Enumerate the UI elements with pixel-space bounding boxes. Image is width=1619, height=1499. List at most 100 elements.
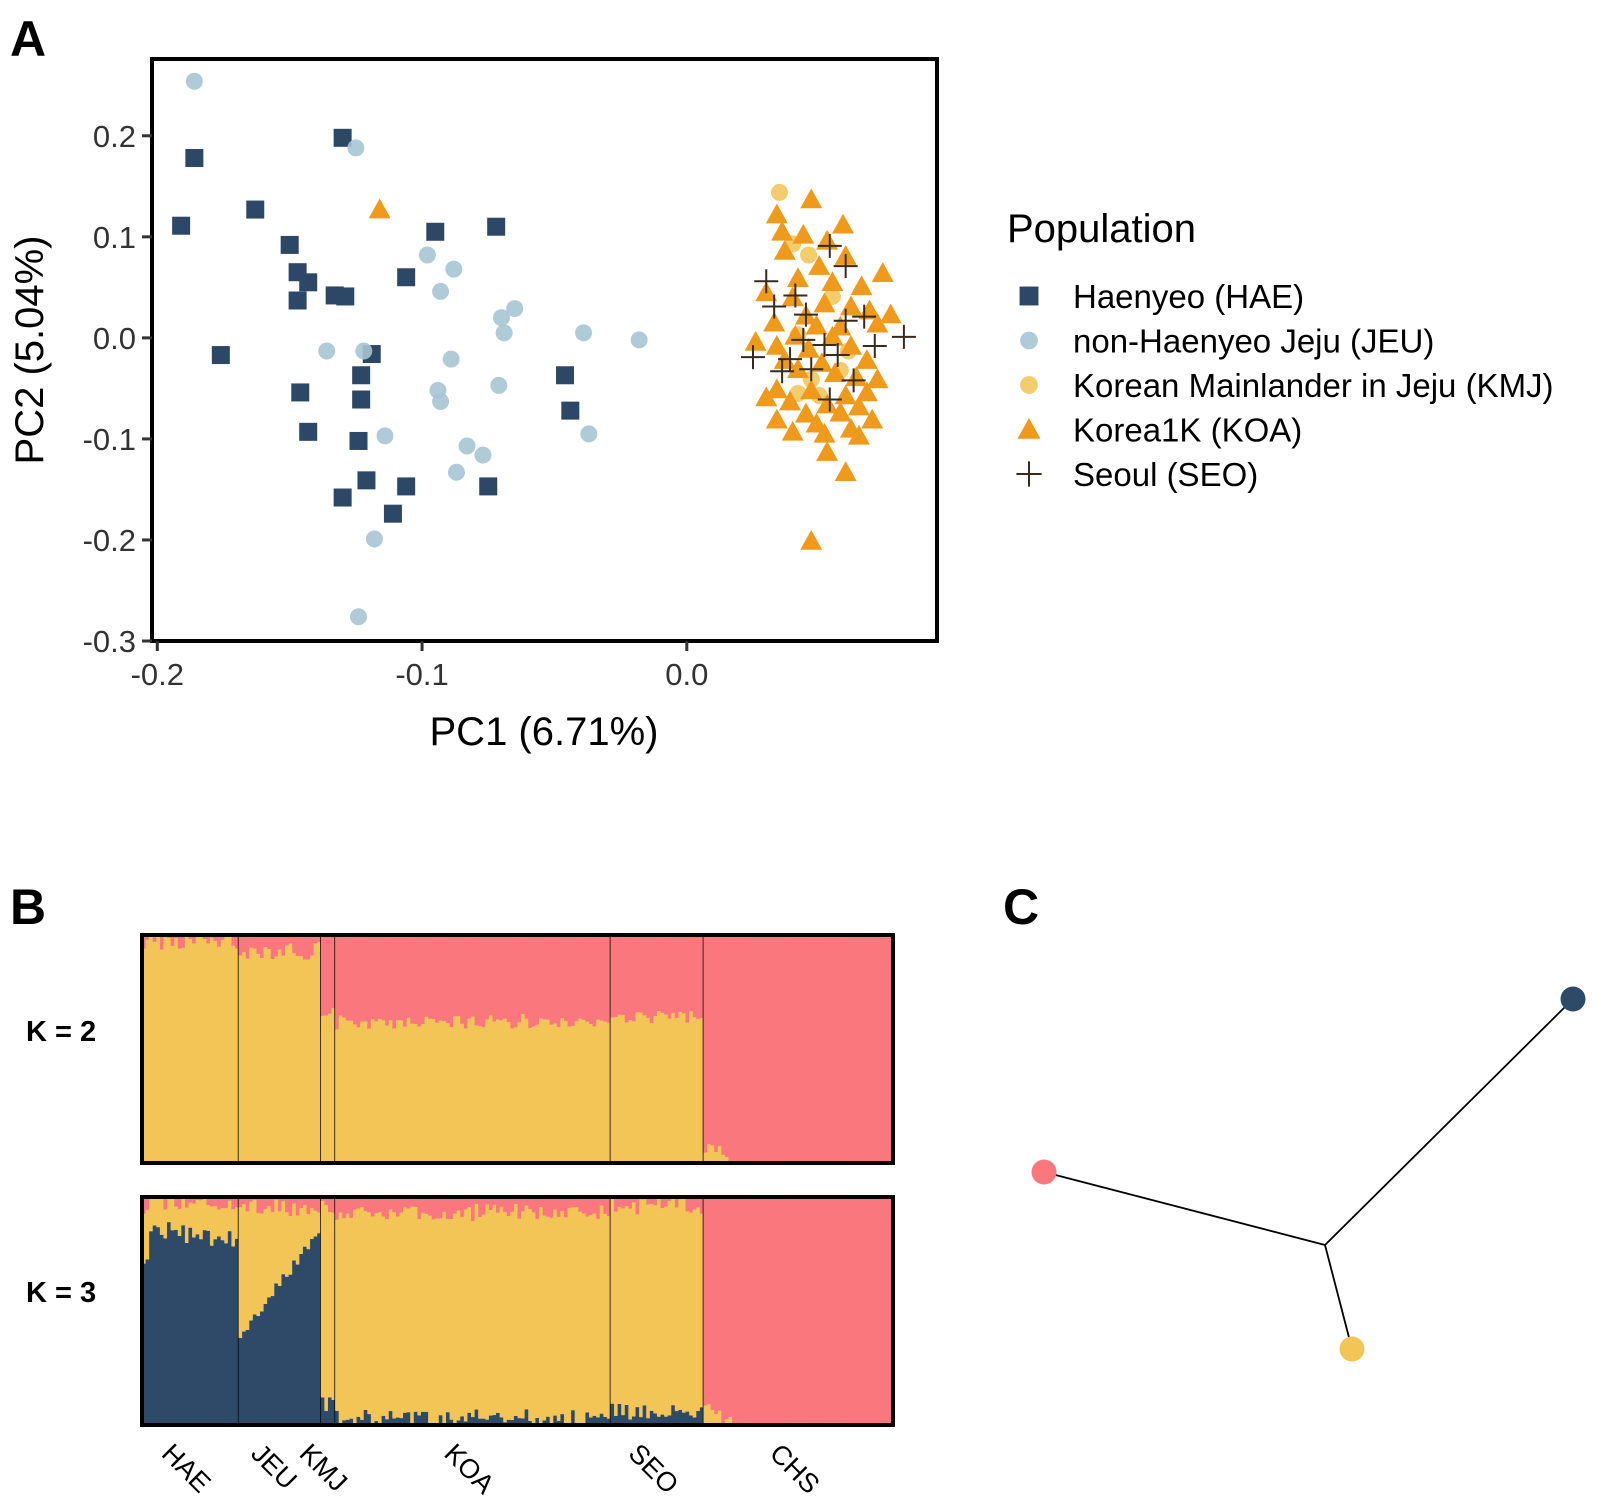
- admixture-bar-koa-red: [485, 935, 490, 1020]
- admixture-bar-seo-yellow: [639, 1012, 644, 1163]
- admixture-bar-hae-navy: [163, 1238, 168, 1425]
- admixture-bar-koa-yellow: [599, 1020, 604, 1163]
- admixture-bar-seo-navy: [635, 1407, 640, 1425]
- point-hae: [288, 291, 307, 310]
- admixture-bar-koa-yellow: [456, 1210, 461, 1421]
- admixture-bar-seo-red: [667, 935, 672, 1019]
- point-koa: [813, 422, 836, 443]
- admixture-bar-seo-red: [639, 935, 644, 1013]
- admixture-bar-koa-red: [445, 935, 451, 1024]
- admixture-bar-kmj-red: [320, 935, 325, 1016]
- point-koa: [765, 408, 788, 429]
- point-koa: [800, 379, 823, 400]
- point-koa: [792, 223, 815, 244]
- admixture-bar-chs-red: [771, 935, 776, 1163]
- admixture-bar-chs-red: [728, 935, 733, 1163]
- admixture-bar-koa-yellow: [406, 1017, 411, 1163]
- admixture-bar-chs-red: [875, 1197, 880, 1425]
- admixture-bar-hae-red: [213, 1197, 218, 1206]
- admixture-bar-seo-red: [685, 1197, 690, 1212]
- admixture-bar-koa-yellow: [496, 1212, 501, 1413]
- admixture-bar-hae-red: [177, 1197, 182, 1210]
- admixture-bar-chs-red: [767, 935, 773, 1163]
- admixture-bar-koa-navy: [360, 1419, 365, 1425]
- admixture-bar-chs-red: [864, 935, 869, 1163]
- admixture-bar-koa-red: [531, 935, 536, 1027]
- admixture-bar-chs-red: [749, 1197, 755, 1425]
- admixture-bar-koa-yellow: [463, 1028, 469, 1163]
- admixture-bar-jeu-yellow: [310, 955, 315, 1163]
- admixture-bar-jeu-yellow: [281, 955, 286, 1163]
- admixture-bar-seo-red: [628, 935, 633, 1020]
- admixture-bar-koa-yellow: [499, 1206, 504, 1418]
- admixture-bar-jeu-red: [313, 935, 318, 944]
- admixture-bar-seo-yellow: [678, 1198, 683, 1410]
- admixture-bar-koa-yellow: [385, 1219, 390, 1420]
- admixture-bar-koa-red: [574, 1197, 579, 1208]
- admixture-bar-koa-red: [360, 935, 365, 1022]
- admixture-bar-jeu-navy: [238, 1337, 243, 1425]
- admixture-bar-seo-yellow: [617, 1206, 622, 1404]
- admixture-bar-seo-red: [678, 935, 683, 1012]
- admixture-bar-kmj-yellow: [331, 1008, 336, 1163]
- admixture-bar-koa-yellow: [435, 1022, 440, 1163]
- point-jeu: [376, 427, 394, 445]
- admixture-bar-seo-yellow: [653, 1205, 658, 1414]
- admixture-bar-koa-red: [428, 935, 433, 1019]
- pca-x-axis-title: PC1 (6.71%): [430, 710, 659, 754]
- admixture-bar-jeu-navy: [292, 1260, 297, 1425]
- admixture-bar-koa-red: [488, 935, 494, 1016]
- admixture-bar-koa-yellow: [606, 1216, 612, 1419]
- admixture-bar-koa-red: [381, 935, 386, 1021]
- admixture-bar-hae-yellow: [184, 1207, 190, 1243]
- admixture-bar-hae-yellow: [213, 940, 218, 1163]
- admixture-bar-jeu-red: [295, 1197, 300, 1216]
- admixture-bar-seo-red: [628, 1197, 633, 1209]
- admixture-bar-seo-red: [617, 1197, 622, 1207]
- admixture-bar-seo-yellow: [624, 1206, 629, 1405]
- admixture-bar-hae-yellow: [159, 949, 165, 1163]
- admixture-bar-chs-yellow: [707, 1404, 712, 1425]
- admixture-bar-koa-red: [524, 935, 529, 1019]
- admixture-bar-jeu-yellow: [274, 956, 279, 1163]
- admixture-bar-seo-red: [624, 935, 629, 1023]
- admixture-bar-koa-yellow: [395, 1020, 401, 1163]
- admixture-bar-koa-red: [524, 1197, 529, 1206]
- legend-label-kmj: Korean Mainlander in Jeju (KMJ): [1073, 367, 1554, 404]
- admixture-bar-kmj-red: [324, 1197, 329, 1206]
- admixture-bar-koa-red: [471, 935, 476, 1017]
- admixture-bar-koa-yellow: [549, 1024, 554, 1163]
- admixture-bar-chs-red: [882, 935, 887, 1163]
- admixture-bar-hae-red: [142, 935, 147, 949]
- admixture-bar-hae-navy: [231, 1246, 236, 1425]
- point-koa: [847, 395, 870, 416]
- admixture-bar-koa-yellow: [603, 1213, 608, 1417]
- admixture-bar-koa-red: [363, 1197, 368, 1212]
- legend-title: Population: [1007, 207, 1196, 251]
- admixture-bar-koa-yellow: [453, 1016, 458, 1163]
- admixture-bar-koa-red: [388, 1197, 393, 1210]
- admixture-bar-chs-red: [749, 935, 755, 1163]
- admixture-bar-chs-red: [878, 935, 883, 1163]
- admixture-bar-koa-yellow: [463, 1209, 469, 1422]
- admixture-bar-hae-yellow: [174, 1206, 179, 1230]
- admixture-bar-hae-yellow: [192, 943, 197, 1163]
- admixture-bar-koa-red: [506, 1197, 511, 1217]
- admixture-bar-chs-red: [739, 935, 744, 1163]
- admixture-bar-seo-red: [674, 935, 680, 1019]
- admixture-bar-seo-yellow: [674, 1207, 680, 1412]
- admixture-bar-koa-yellow: [574, 1021, 579, 1163]
- admixture-bar-chs-red: [732, 935, 737, 1163]
- admixture-bar-jeu-yellow: [317, 942, 322, 1163]
- point-jeu: [432, 393, 450, 411]
- admixture-bar-chs-red: [850, 935, 855, 1163]
- admixture-bar-seo-yellow: [610, 1017, 615, 1163]
- admixture-bar-seo-navy: [685, 1411, 690, 1425]
- admixture-bar-jeu-yellow: [299, 1208, 304, 1254]
- admixture-bar-seo-navy: [674, 1411, 680, 1425]
- admixture-bar-koa-red: [492, 1197, 497, 1205]
- legend-key-seo: [1016, 461, 1042, 487]
- admixture-bar-seo-yellow: [649, 1023, 654, 1163]
- admixture-bar-jeu-yellow: [270, 959, 275, 1163]
- tree-leaf-yellow: [1339, 1336, 1365, 1362]
